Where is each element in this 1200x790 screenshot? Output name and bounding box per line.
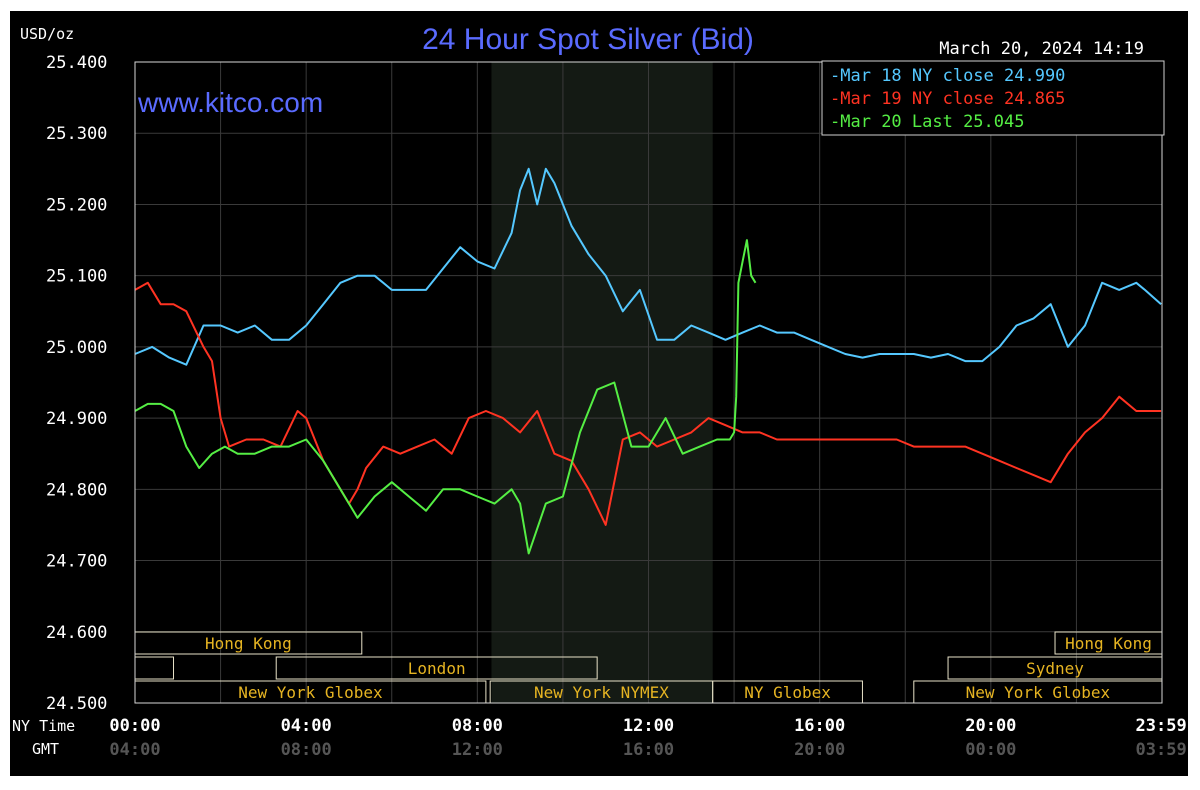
y-tick-label: 24.600: [46, 623, 107, 643]
x-tick-label-ny: 12:00: [623, 716, 674, 736]
chart-timestamp: March 20, 2024 14:19: [939, 39, 1144, 59]
session-label: Sydney: [1026, 659, 1084, 678]
nymex-session-shade: [491, 62, 713, 703]
x-tick-label-gmt: 00:00: [965, 740, 1016, 760]
chart-frame: Hong Kong London New York Globex New York N…: [10, 11, 1188, 776]
session-label: Hong Kong: [1065, 634, 1152, 653]
x-tick-label-gmt: 03:59: [1136, 740, 1187, 760]
y-tick-label: 24.800: [46, 480, 107, 500]
x-tick-label-ny: 08:00: [452, 716, 503, 736]
y-tick-label: 24.900: [46, 409, 107, 429]
series-line-mar-19: [134, 281, 1162, 526]
legend: -Mar 18 NY close 24.990 -Mar 19 NY close…: [821, 60, 1165, 136]
legend-entry-mar18: -Mar 18 NY close 24.990: [830, 66, 1065, 86]
x-tick-label-gmt: 04:00: [109, 740, 160, 760]
legend-box: [821, 60, 1165, 136]
session-box: [275, 656, 598, 680]
session-label: New York Globex: [238, 683, 383, 702]
y-tick-label: 25.000: [46, 338, 107, 358]
session-label: New York NYMEX: [534, 683, 669, 702]
x-tick-label-ny: 20:00: [965, 716, 1016, 736]
session-label: London: [408, 659, 466, 678]
plot-border: [134, 61, 1163, 704]
y-tick-label: 25.100: [46, 267, 107, 287]
legend-entry-mar20: -Mar 20 Last 25.045: [830, 112, 1024, 132]
x-tick-label-ny: 16:00: [794, 716, 845, 736]
legend-entry-mar19: -Mar 19 NY close 24.865: [830, 89, 1065, 109]
y-tick-label: 25.300: [46, 124, 107, 144]
y-axis-ticks: 25.400 25.300 25.200 25.100 25.000 24.900 24.8…: [46, 53, 107, 714]
x-axis-gmt-label: GMT: [32, 740, 59, 758]
price-series: [134, 167, 1162, 555]
x-tick-label-gmt: 08:00: [281, 740, 332, 760]
chart-title: 24 Hour Spot Silver (Bid): [422, 23, 754, 56]
y-tick-label: 25.400: [46, 53, 107, 73]
x-axis-ticks: 00:00 04:00 08:00 12:00 16:00 20:00 23:59 04:00…: [109, 716, 1186, 760]
x-tick-label-ny: 23:59: [1136, 716, 1187, 736]
y-tick-label: 24.700: [46, 552, 107, 572]
x-tick-label-gmt: 20:00: [794, 740, 845, 760]
kitco-watermark: www.kitco.com: [137, 87, 323, 118]
y-tick-label: 25.200: [46, 195, 107, 215]
x-tick-label-ny: 04:00: [281, 716, 332, 736]
x-tick-label-gmt: 12:00: [452, 740, 503, 760]
session-label: NY Globex: [744, 683, 831, 702]
silver-price-chart: Hong Kong London New York Globex New York N…: [10, 11, 1188, 776]
session-label: Hong Kong: [205, 634, 292, 653]
series-line-mar-18: [134, 167, 1162, 366]
y-axis-unit-label: USD/oz: [20, 25, 74, 43]
x-tick-label-gmt: 16:00: [623, 740, 674, 760]
x-axis-ny-time-label: NY Time: [12, 717, 75, 735]
session-label: New York Globex: [966, 683, 1111, 702]
series-line-mar-20: [134, 239, 757, 555]
x-tick-label-ny: 00:00: [109, 716, 160, 736]
y-tick-label: 24.500: [46, 694, 107, 714]
